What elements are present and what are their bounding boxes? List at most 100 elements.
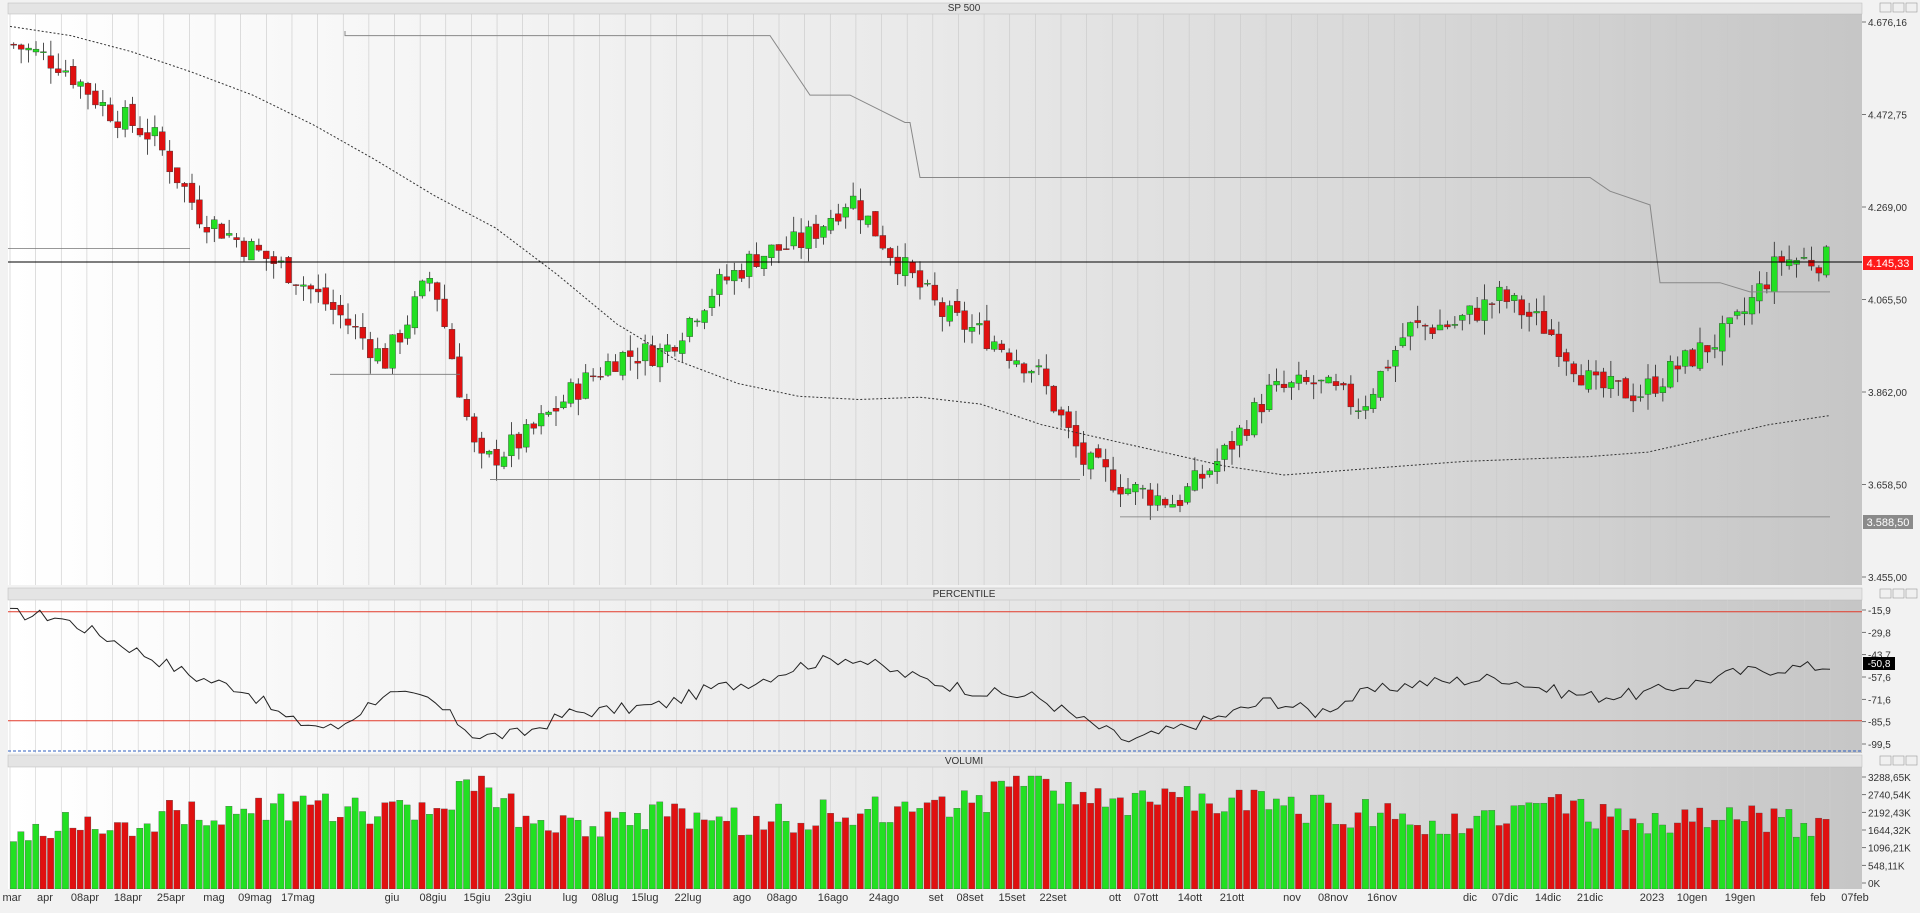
date-label: 24ago xyxy=(869,892,900,904)
volume-bar xyxy=(359,811,366,890)
candle-up xyxy=(1481,299,1488,321)
volume-bar xyxy=(188,801,196,890)
percentile-window-controls[interactable] xyxy=(1879,588,1918,599)
volume-tick-label: 2740,54K xyxy=(1868,791,1911,802)
date-label: 2023 xyxy=(1640,892,1664,904)
close-icon[interactable] xyxy=(1905,588,1918,599)
volume-bar xyxy=(366,823,374,890)
volume-bar xyxy=(1473,815,1481,890)
candle-down xyxy=(203,227,211,233)
volume-bar xyxy=(998,780,1005,890)
volume-bar xyxy=(1599,804,1607,890)
candle-down xyxy=(1043,368,1050,387)
price-axis: 4.676,16 4.472,75 4.269,00 4.065,50 3.862,00… xyxy=(1862,18,1907,584)
volume-bar xyxy=(812,825,820,890)
candle-up xyxy=(1659,386,1667,393)
price-window-controls[interactable] xyxy=(1879,2,1918,13)
candle-down xyxy=(218,223,225,239)
volume-bar xyxy=(522,815,530,890)
volume-bar xyxy=(396,800,404,890)
volume-bar xyxy=(1726,807,1733,890)
volume-bar xyxy=(1793,836,1800,890)
volume-bar xyxy=(1072,804,1080,890)
minimize-icon[interactable] xyxy=(1879,2,1892,13)
percentile-axis: -15,9 -29,8 -43,7 -57,6 -71,6 -85,5 -99,5 xyxy=(1862,606,1891,751)
candle-up xyxy=(485,451,493,455)
volume-bar xyxy=(686,828,693,890)
volume-bar xyxy=(708,820,716,890)
volume-bar xyxy=(953,808,961,890)
volume-bar xyxy=(886,822,894,890)
candle-up xyxy=(901,257,909,276)
minimize-icon[interactable] xyxy=(1879,755,1892,766)
candle-up xyxy=(1317,379,1325,382)
volume-window-controls[interactable] xyxy=(1879,755,1918,766)
volume-bar xyxy=(1741,821,1748,890)
volume-bar xyxy=(1644,833,1652,890)
candle-up xyxy=(40,51,47,53)
maximize-icon[interactable] xyxy=(1892,2,1905,13)
volume-bar xyxy=(723,820,730,890)
candle-down xyxy=(1674,365,1681,370)
volume-bar xyxy=(233,813,240,890)
volume-bar xyxy=(448,809,456,890)
percentile-series xyxy=(8,607,1862,752)
date-label: ott xyxy=(1109,892,1121,904)
volume-bar xyxy=(17,831,25,890)
trailing-stop-line xyxy=(344,31,1830,293)
volume-bar xyxy=(478,775,485,890)
volume-bar xyxy=(1718,819,1726,890)
volume-bar xyxy=(1391,818,1399,890)
candle-down xyxy=(255,244,263,251)
volume-bar xyxy=(151,831,158,890)
date-label: 07ott xyxy=(1134,892,1158,904)
close-icon[interactable] xyxy=(1905,2,1918,13)
candle-down xyxy=(84,82,92,95)
volume-bar xyxy=(1607,816,1614,890)
volume-bar xyxy=(1770,808,1778,890)
volume-bar xyxy=(1079,791,1087,890)
volume-bar xyxy=(411,819,418,890)
volume-bar xyxy=(455,781,463,890)
volume-bar xyxy=(1384,803,1392,890)
candle-down xyxy=(307,285,315,290)
price-tick-label: 4.269,00 xyxy=(1868,203,1907,214)
volume-bar xyxy=(641,829,649,890)
volume-bar xyxy=(1570,800,1577,890)
volume-bar xyxy=(968,802,976,890)
candle-down xyxy=(589,375,597,378)
candle-up xyxy=(1355,410,1362,412)
candle-down xyxy=(1429,327,1436,334)
candle-up xyxy=(1533,311,1540,314)
volume-bar xyxy=(262,819,270,890)
candle-down xyxy=(797,232,805,248)
minimize-icon[interactable] xyxy=(1879,588,1892,599)
percentile-panel: PERCENTILE xyxy=(7,587,1863,753)
price-tick-label: 3.658,50 xyxy=(1868,481,1907,492)
maximize-icon[interactable] xyxy=(1892,755,1905,766)
candle-down xyxy=(1347,383,1355,408)
volume-bar xyxy=(1065,782,1072,890)
candle-down xyxy=(240,240,248,257)
maximize-icon[interactable] xyxy=(1892,588,1905,599)
close-icon[interactable] xyxy=(1905,755,1918,766)
grid-lines xyxy=(9,14,1831,889)
volume-bar xyxy=(857,813,864,890)
volume-bar xyxy=(374,816,381,890)
candle-up xyxy=(991,341,998,350)
candle-up xyxy=(1377,370,1384,398)
candle-up xyxy=(1748,297,1756,315)
candle-down xyxy=(270,256,277,264)
volume-bar xyxy=(322,793,329,890)
date-label: 14dic xyxy=(1535,892,1562,904)
volume-bar xyxy=(62,812,69,890)
volume-bar xyxy=(1822,819,1830,890)
candle-up xyxy=(1124,488,1132,494)
volume-bar xyxy=(834,821,842,890)
candle-down xyxy=(775,244,783,251)
candle-down xyxy=(575,383,582,400)
volume-bar xyxy=(678,808,686,890)
volume-bar xyxy=(210,820,218,890)
candle-up xyxy=(1399,337,1407,347)
candle-up xyxy=(1035,365,1043,368)
